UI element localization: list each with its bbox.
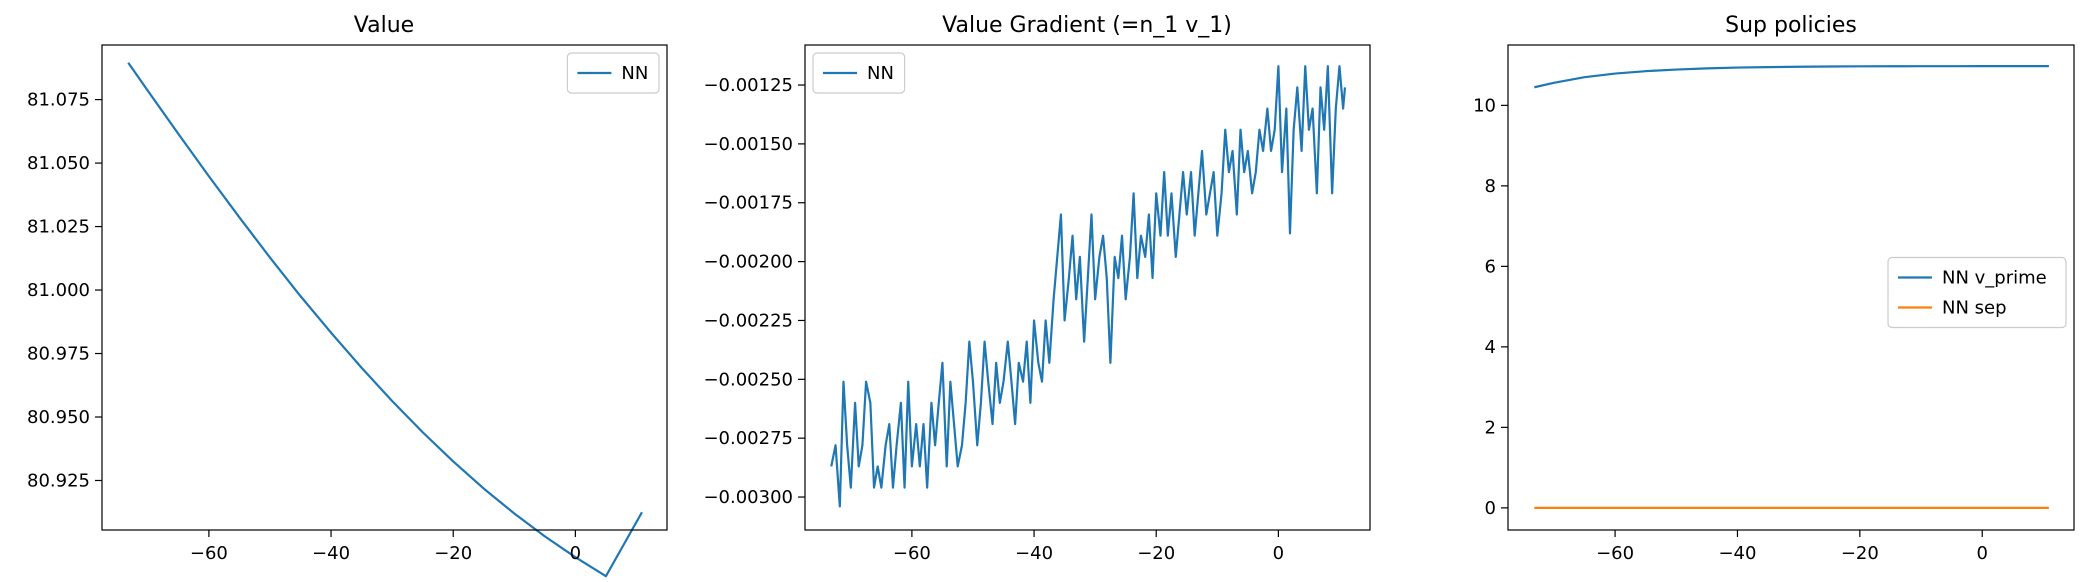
y-axis: 80.925 80.950 80.975 81.000 81.025 81.050 81.0… [27,90,102,491]
axes-frame [101,44,668,531]
x-axis: −60 −40 −20 0 [190,530,581,564]
legend-label: NN sep [1942,298,2007,319]
plot-clip-group [830,65,1347,508]
x-tick-label: −60 [893,543,931,564]
x-tick-label: −40 [312,543,350,564]
legend: NN v_prime NN sep [1887,256,2067,329]
x-tick-label: 0 [1976,543,1987,564]
y-tick-label: 10 [1473,95,1496,116]
y-axis: 0 2 4 6 8 10 [1473,95,1508,519]
x-tick-label: −20 [1137,543,1175,564]
y-tick-label: 0 [1485,498,1496,519]
y-tick-label: −0.00125 [703,75,793,96]
chart-title: Sup policies [1725,13,1857,38]
y-tick-label: 8 [1485,176,1496,197]
y-tick-label: −0.00200 [703,252,793,273]
legend-box [812,52,906,94]
chart-panel-value: Value −60 −40 −20 0 80.925 80.950 80.975 81.00… [27,13,668,578]
axes-frame [804,44,1371,531]
y-tick-label: 81.075 [27,90,90,111]
y-tick-label: 81.050 [27,153,90,174]
series-line-0 [127,62,643,578]
x-tick-label: −40 [1718,543,1756,564]
y-tick-label: 2 [1485,417,1496,438]
x-tick-label: −20 [1841,543,1879,564]
y-tick-label: 80.925 [27,470,90,491]
chart-title: Value Gradient (=n_1 v_1) [942,13,1232,38]
y-tick-label: 6 [1485,256,1496,277]
x-axis: −60 −40 −20 0 [1596,530,1988,564]
y-tick-label: 81.000 [27,280,90,301]
legend: NN [566,52,660,94]
y-axis: −0.00300 −0.00275 −0.00250 −0.00225 −0.00200… [703,75,805,508]
legend-label: NN [867,63,894,84]
x-axis: −60 −40 −20 0 [893,530,1284,564]
x-tick-label: 0 [570,543,581,564]
legend-label: NN v_prime [1942,268,2047,289]
series-line-0 [1534,65,2049,89]
plot-clip-group [127,62,643,578]
y-tick-label: −0.00150 [703,134,793,155]
y-tick-label: −0.00300 [703,487,793,508]
plot-clip-group [1534,65,2049,509]
x-tick-label: −40 [1015,543,1053,564]
chart-panel-value-gradient: Value Gradient (=n_1 v_1) −60 −40 −20 0 −0.… [703,13,1371,564]
x-tick-label: −20 [434,543,472,564]
x-tick-label: −60 [1596,543,1634,564]
legend: NN [812,52,906,94]
y-tick-label: 4 [1485,337,1496,358]
legend-box [1887,256,2067,329]
axes-frame [1507,44,2075,531]
legend-box [566,52,660,94]
y-tick-label: −0.00250 [703,369,793,390]
x-tick-label: 0 [1273,543,1284,564]
y-tick-label: 80.950 [27,407,90,428]
y-tick-label: −0.00175 [703,193,793,214]
legend-label: NN [621,63,648,84]
y-tick-label: 81.025 [27,217,90,238]
y-tick-label: 80.975 [27,344,90,365]
chart-title: Value [354,13,414,38]
y-tick-label: −0.00275 [703,428,793,449]
y-tick-label: −0.00225 [703,310,793,331]
x-tick-label: −60 [190,543,228,564]
chart-panel-sup-policies: Sup policies −60 −40 −20 0 0 2 4 6 8 10 NN v_pri… [1473,13,2075,564]
series-line-0 [830,65,1347,508]
